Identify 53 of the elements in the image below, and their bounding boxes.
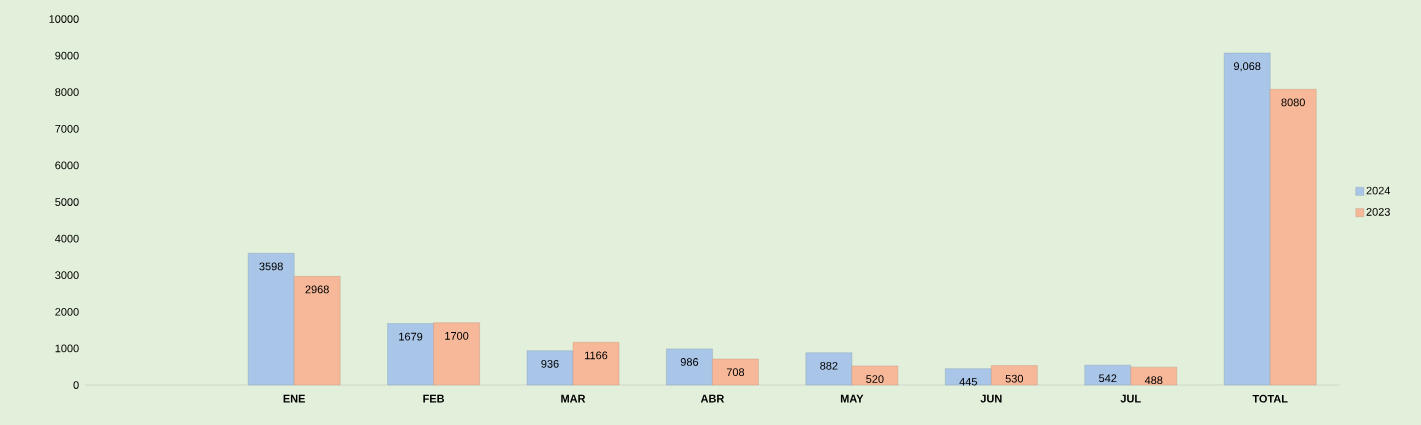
data-label: 488	[1144, 376, 1163, 385]
x-tick-label: JUN	[980, 394, 1002, 403]
bar	[1130, 366, 1177, 386]
data-label: 530	[1005, 374, 1024, 383]
y-tick-label: 9000	[55, 51, 79, 60]
legend-label: 2024	[1366, 186, 1391, 195]
x-tick-label: TOTAL	[1252, 394, 1288, 403]
bar	[805, 352, 853, 386]
bar	[1084, 364, 1131, 386]
data-label: 1700	[445, 331, 469, 340]
y-tick-label: 4000	[55, 234, 79, 243]
y-tick-label: 6000	[55, 161, 79, 170]
data-label: 2968	[305, 285, 329, 294]
legend-label: 2023	[1366, 208, 1390, 216]
bar	[433, 322, 480, 386]
bar	[247, 253, 295, 386]
data-label: 445	[959, 377, 977, 386]
bar	[1223, 52, 1271, 386]
bar	[1269, 89, 1317, 386]
data-label: 542	[1099, 374, 1117, 383]
y-tick-label: 0	[73, 381, 79, 389]
bar	[991, 365, 1038, 386]
y-tick-label: 10000	[49, 15, 79, 23]
bar	[666, 348, 713, 386]
data-label: 9,068	[1233, 62, 1261, 72]
x-tick-label: MAR	[561, 394, 586, 403]
x-tick-label: ABR	[700, 394, 725, 403]
data-label: 708	[726, 368, 745, 377]
y-tick-label: 3000	[55, 271, 79, 280]
y-tick-label: 2000	[55, 307, 79, 316]
data-label: 936	[541, 359, 559, 368]
data-label: 520	[866, 375, 884, 383]
bar	[712, 358, 759, 386]
data-label: 1679	[399, 332, 423, 341]
bar	[387, 323, 434, 386]
bar	[945, 368, 992, 386]
data-label: 3598	[259, 262, 283, 271]
data-label: 986	[680, 358, 699, 366]
bar	[851, 365, 899, 386]
y-tick-label: 8000	[55, 88, 79, 97]
x-tick-label: JUL	[1120, 394, 1141, 403]
data-label: 8080	[1281, 98, 1305, 107]
y-tick-label: 5000	[55, 198, 79, 206]
bar	[293, 276, 341, 386]
y-tick-label: 7000	[55, 124, 79, 133]
x-tick-label: ENE	[283, 394, 305, 403]
data-label: 882	[820, 361, 838, 370]
x-tick-label: FEB	[423, 394, 445, 403]
bar	[526, 350, 574, 386]
x-tick-label: MAY	[840, 394, 864, 403]
bar	[572, 342, 620, 386]
data-label: 1166	[585, 351, 608, 360]
y-tick-label: 1000	[55, 344, 79, 353]
